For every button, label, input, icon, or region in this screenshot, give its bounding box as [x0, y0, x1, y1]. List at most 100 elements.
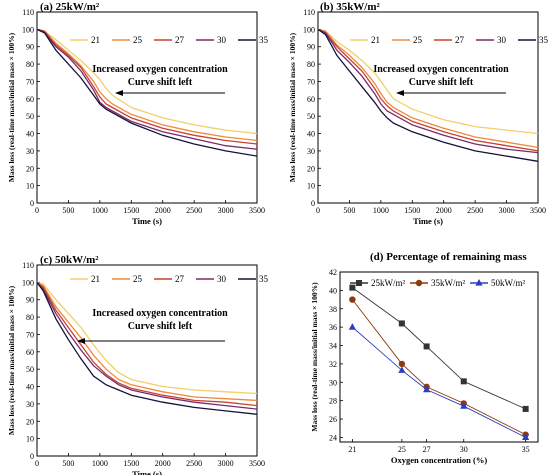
chart-panel-4: (d) Percentage of remaining mass 21 25 27 30…	[310, 251, 539, 465]
plot-frame	[317, 11, 539, 204]
x-tick-label: 2000	[155, 206, 171, 215]
chart-panel-2: (b) 35kW/m² 0 500 1000 1500 2000 2500 3000 3500 0…	[288, 1, 549, 226]
chart-panel-3: (c) 50kW/m² 0 500 1000 1500 2000 2500 3000 3500 0…	[7, 254, 269, 475]
x-tick-label: 2500	[467, 206, 483, 215]
plot-frame	[339, 271, 539, 443]
y-tick-label: 36	[329, 323, 337, 332]
legend-label: 35	[259, 35, 269, 45]
series-line-30	[317, 28, 539, 154]
y-tick-label: 90	[26, 43, 34, 52]
series-line-30	[36, 28, 258, 150]
annotation-arrowhead	[77, 338, 85, 344]
y-tick-label: 10	[307, 182, 315, 191]
x-tick-label: 3500	[249, 459, 265, 468]
x-tick-label: 500	[62, 206, 74, 215]
y-tick-label: 100	[303, 25, 315, 34]
x-tick-label: 1500	[123, 459, 139, 468]
y-tick-label: 32	[329, 360, 337, 369]
y-axis-label: Mass loss (real-time mass/initial mass ×…	[310, 282, 319, 432]
data-point	[349, 296, 356, 303]
legend-label: 27	[175, 35, 185, 45]
y-tick-label: 90	[26, 296, 34, 305]
series-line-21	[36, 281, 258, 395]
x-tick-label: 1000	[373, 206, 389, 215]
data-point	[348, 323, 356, 330]
x-tick-label: 3000	[218, 459, 234, 468]
data-point	[522, 433, 530, 441]
annotation-line-1: Increased oxygen concentration	[373, 64, 509, 75]
series-line-21	[317, 28, 539, 135]
legend-label: 35	[539, 35, 549, 45]
series-line-35	[317, 28, 539, 162]
x-tick-label: 0	[35, 206, 39, 215]
y-tick-label: 80	[26, 313, 34, 322]
y-tick-label: 60	[26, 348, 34, 357]
x-tick-label: 2000	[436, 206, 452, 215]
data-point	[460, 378, 467, 385]
y-tick-label: 28	[329, 397, 337, 406]
x-tick-label: 500	[62, 459, 74, 468]
y-tick-label: 34	[329, 342, 337, 351]
x-tick-label: 30	[460, 445, 468, 454]
annotation-line-2: Curve shift left	[128, 77, 193, 88]
x-tick-label: 3500	[249, 206, 265, 215]
legend-label: 35kW/m²	[431, 278, 465, 288]
legend-label: 25	[413, 35, 423, 45]
series-line-25kW/m²	[352, 287, 526, 410]
y-tick-label: 20	[26, 417, 34, 426]
y-tick-label: 38	[329, 305, 337, 314]
chart-title: (c) 50kW/m²	[40, 254, 99, 266]
legend-label: 35	[259, 274, 269, 284]
data-point	[398, 366, 406, 373]
x-tick-label: 1500	[123, 206, 139, 215]
y-tick-label: 10	[26, 435, 34, 444]
x-tick-label: 1000	[92, 206, 108, 215]
x-tick-label: 1500	[404, 206, 420, 215]
chart-title: (b) 35kW/m²	[320, 1, 381, 13]
y-tick-label: 50	[26, 112, 34, 121]
y-tick-label: 110	[303, 8, 315, 17]
x-tick-label: 21	[348, 445, 356, 454]
x-tick-label: 3000	[499, 206, 515, 215]
y-tick-label: 10	[26, 182, 34, 191]
x-axis-label: Time (s)	[413, 216, 443, 226]
y-tick-label: 60	[26, 95, 34, 104]
chart-title: (d) Percentage of remaining mass	[370, 251, 527, 263]
annotation-line-2: Curve shift left	[128, 321, 193, 332]
x-tick-label: 27	[423, 445, 431, 454]
annotation-line-2: Curve shift left	[409, 77, 474, 88]
series-line-25	[317, 28, 539, 149]
annotation-arrowhead	[115, 90, 123, 96]
legend-marker	[356, 280, 362, 286]
y-tick-label: 0	[311, 199, 315, 208]
y-tick-label: 60	[307, 95, 315, 104]
series-line-27	[36, 281, 258, 407]
y-tick-label: 30	[26, 400, 34, 409]
plot-frame	[36, 11, 258, 204]
y-tick-label: 26	[329, 415, 337, 424]
x-axis-label: Oxygen concentration (%)	[391, 455, 487, 465]
annotation-arrowhead	[396, 90, 404, 96]
x-tick-label: 0	[35, 459, 39, 468]
x-tick-label: 500	[343, 206, 355, 215]
y-tick-label: 30	[26, 147, 34, 156]
legend-label: 50kW/m²	[491, 278, 525, 288]
legend-label: 27	[175, 274, 185, 284]
y-tick-label: 42	[329, 268, 337, 277]
data-point	[522, 405, 529, 412]
y-tick-label: 70	[26, 77, 34, 86]
data-point	[398, 360, 406, 368]
y-tick-label: 0	[30, 452, 34, 461]
x-tick-label: 35	[522, 445, 530, 454]
y-tick-label: 50	[26, 365, 34, 374]
y-tick-label: 90	[307, 43, 315, 52]
series-line-21	[36, 28, 258, 135]
y-tick-label: 70	[26, 330, 34, 339]
legend-label: 21	[91, 274, 100, 284]
chart-panel-1: (a) 25kW/m² 0 500 1000 1500 2000 2500 3000 3500 0…	[7, 1, 269, 226]
data-point	[460, 402, 468, 409]
legend-label: 30	[217, 274, 227, 284]
y-tick-label: 100	[22, 278, 34, 287]
y-tick-label: 24	[329, 433, 337, 442]
